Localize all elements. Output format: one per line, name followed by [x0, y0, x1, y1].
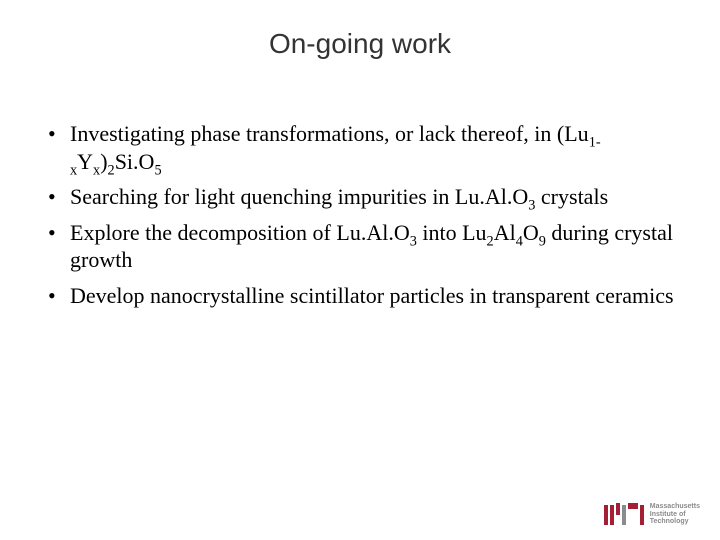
bullet-text: O	[523, 220, 539, 245]
subscript: 5	[154, 162, 161, 178]
bullet-text: Searching for light quenching impurities…	[70, 184, 528, 209]
mit-logo-icon	[604, 503, 644, 525]
mit-logo-text: Massachusetts Institute of Technology	[650, 503, 700, 526]
mit-logo: Massachusetts Institute of Technology	[604, 503, 700, 526]
bullet-text: crystals	[535, 184, 608, 209]
bullet-item: Explore the decomposition of Lu.Al.O3 in…	[44, 219, 676, 274]
bullet-item: Investigating phase transformations, or …	[44, 120, 676, 175]
slide-body: Investigating phase transformations, or …	[44, 120, 676, 317]
bullet-text: )	[100, 149, 107, 174]
subscript: 3	[410, 233, 417, 249]
bullet-text: Explore the decomposition of Lu.Al.O	[70, 220, 410, 245]
bullet-text: Si.O	[115, 149, 155, 174]
logo-line: Massachusetts	[650, 503, 700, 511]
bullet-text: Develop nanocrystalline scintillator par…	[70, 283, 674, 308]
logo-line: Technology	[650, 518, 700, 526]
bullet-text: into Lu	[417, 220, 487, 245]
subscript: 2	[487, 233, 494, 249]
subscript: 9	[539, 233, 546, 249]
logo-line: Institute of	[650, 511, 700, 519]
bullet-text: Investigating phase transformations, or …	[70, 121, 589, 146]
subscript: 2	[108, 162, 115, 178]
slide: On-going work Investigating phase transf…	[0, 0, 720, 540]
bullet-item: Searching for light quenching impurities…	[44, 183, 676, 211]
bullet-text: Y	[77, 149, 93, 174]
bullet-text: Al	[494, 220, 516, 245]
bullet-item: Develop nanocrystalline scintillator par…	[44, 282, 676, 310]
subscript: 4	[516, 233, 523, 249]
slide-title: On-going work	[0, 28, 720, 60]
bullet-list: Investigating phase transformations, or …	[44, 120, 676, 309]
